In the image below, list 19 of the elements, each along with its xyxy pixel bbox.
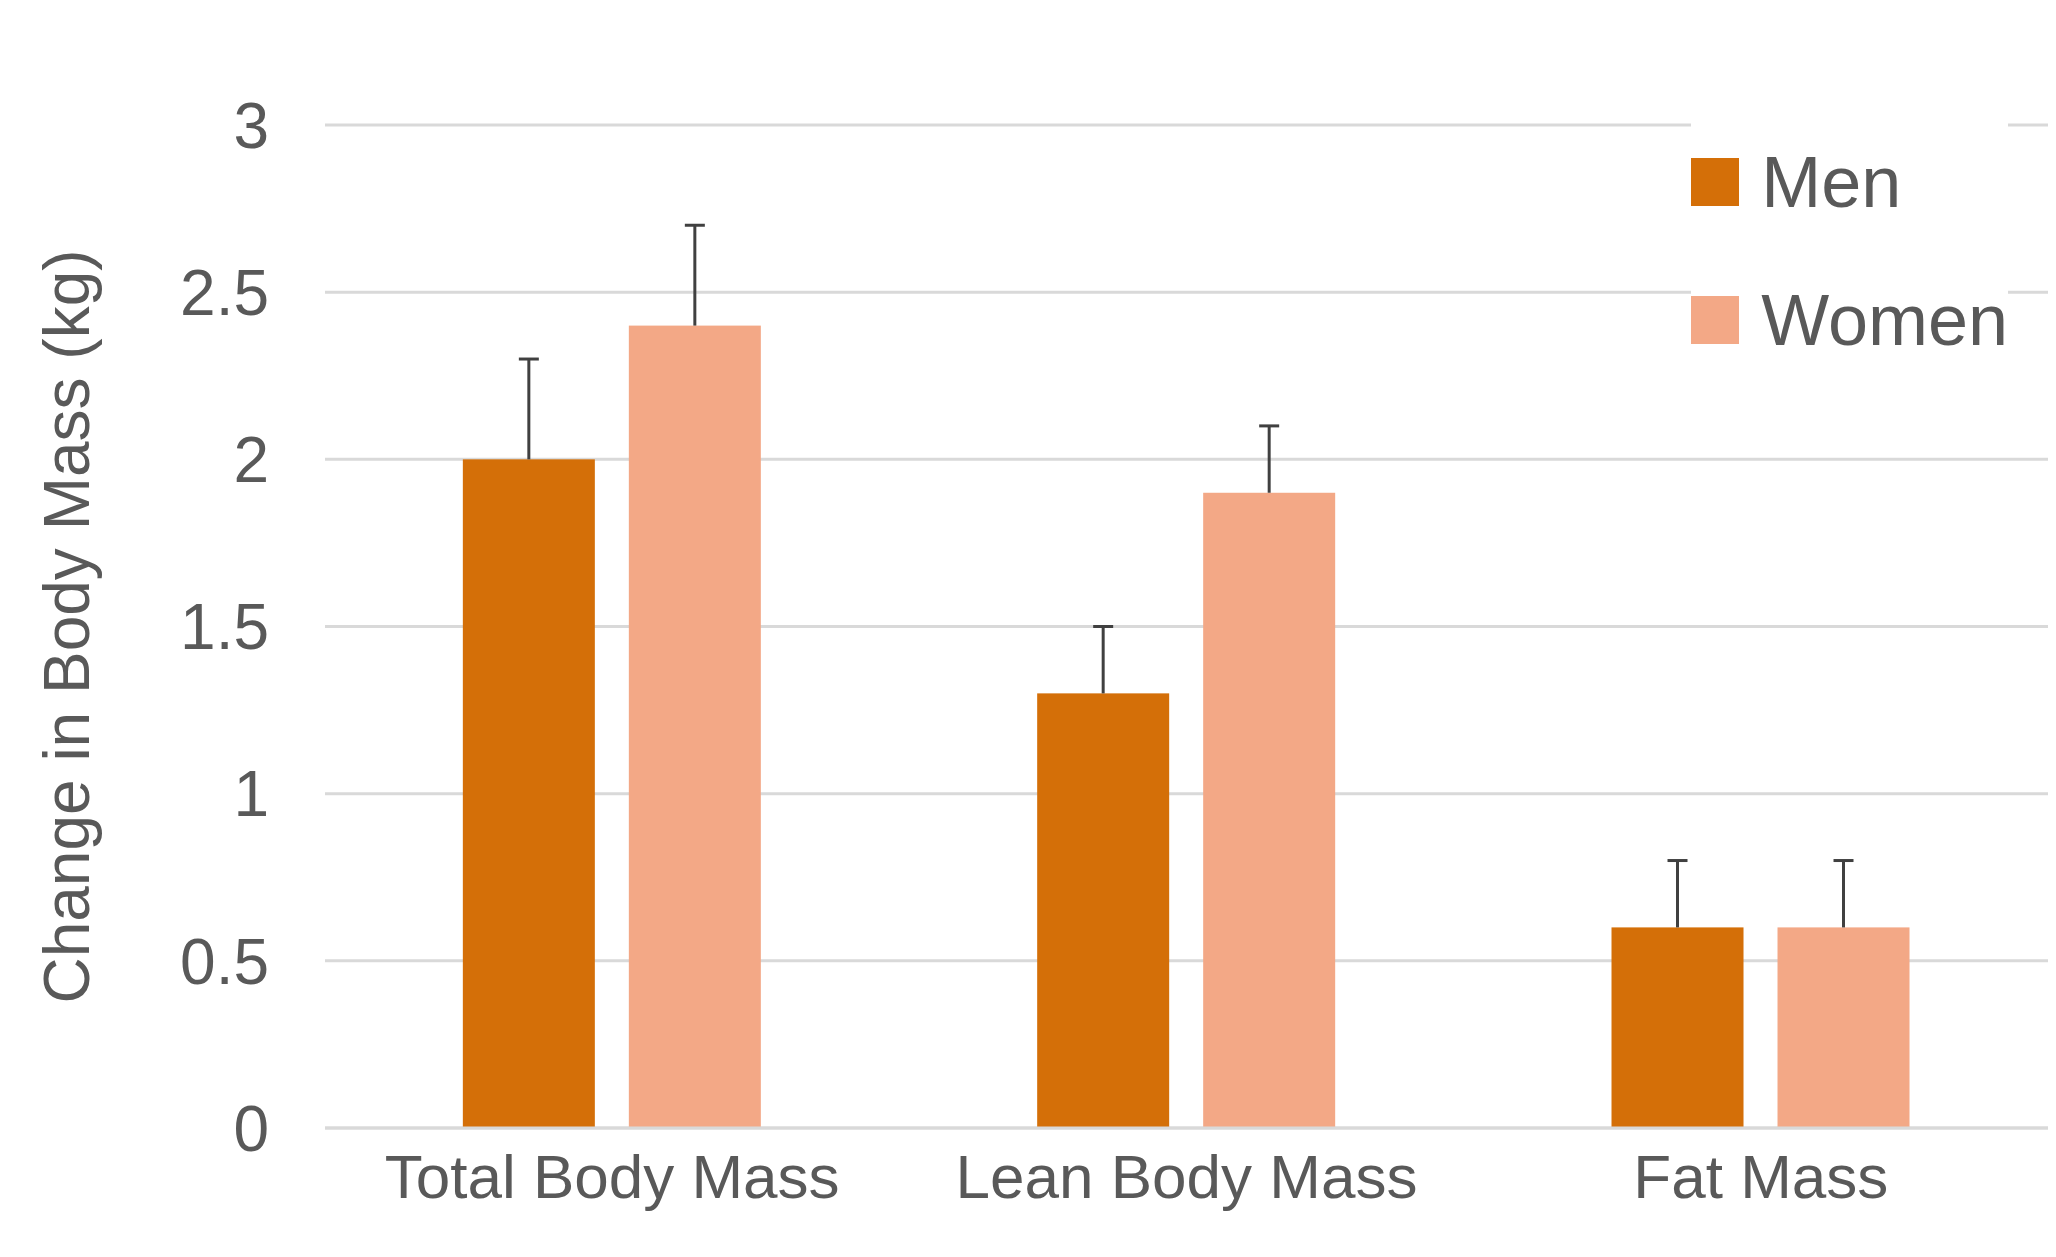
y-tick-label: 1 [233, 758, 269, 831]
x-tick-label: Lean Body Mass [955, 1142, 1418, 1212]
legend-label: Men [1761, 141, 1902, 223]
bar [1203, 492, 1336, 1128]
y-tick-label: 2.5 [180, 256, 269, 329]
bar [1777, 927, 1910, 1128]
x-tick-label: Fat Mass [1633, 1142, 1889, 1212]
bar [1037, 693, 1170, 1128]
legend-label: Women [1761, 279, 2008, 361]
bar [462, 459, 595, 1128]
y-tick-label: 1.5 [180, 591, 269, 664]
y-tick-label: 3 [233, 89, 269, 162]
bar [628, 325, 761, 1128]
y-tick-label: 2 [233, 424, 269, 497]
bar [1611, 927, 1744, 1128]
y-axis-title: Change in Body Mass (kg) [30, 249, 103, 1004]
y-tick-label: 0 [233, 1092, 269, 1165]
y-tick-label: 0.5 [180, 925, 269, 998]
x-tick-label: Total Body Mass [384, 1142, 840, 1212]
